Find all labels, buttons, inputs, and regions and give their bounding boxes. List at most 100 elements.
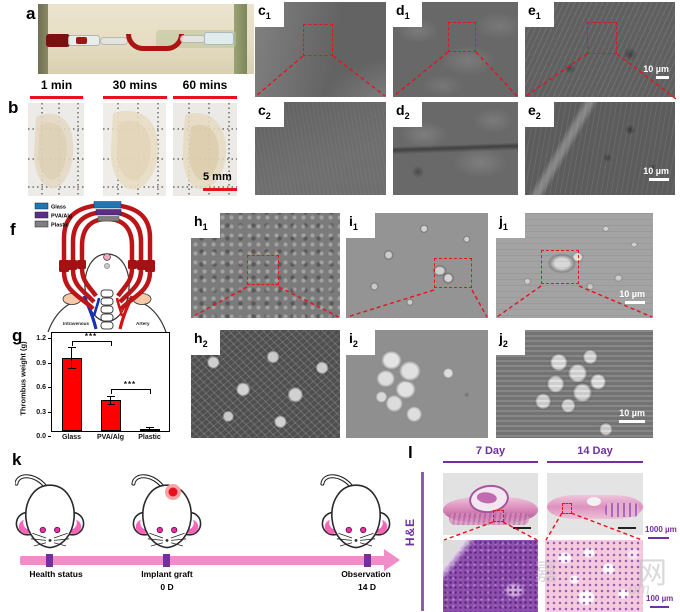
mice-timeline-art: [15, 462, 415, 554]
mouse-health-status: [16, 476, 83, 547]
legend-swatch-pva-alg: [34, 211, 49, 219]
scale-bar-line: [619, 420, 645, 423]
y-tick-label: 0.6: [36, 384, 46, 391]
x-category-label: Plastic: [138, 434, 161, 441]
y-tick-mark: [48, 411, 51, 413]
x-category-label: PVA/Alg: [96, 434, 125, 441]
scale-bar-100um: [650, 606, 669, 608]
muscle-layer: [449, 513, 529, 525]
rat-spine: [100, 289, 114, 330]
y-tick-label: 0.3: [36, 408, 46, 416]
gel-photo-30mins: [103, 103, 166, 196]
scale-bar-j1: 10 µm: [605, 289, 645, 304]
panel-label-h1: h1: [191, 213, 220, 238]
cell-infiltrate: [605, 503, 639, 517]
scale-label-100um: 100 µm: [646, 594, 674, 603]
scale-bar-line: [625, 301, 645, 304]
roi-box-i1: [434, 258, 472, 288]
event-title-implant-graft: Implant graft: [141, 569, 193, 579]
panel-label-d2: d2: [393, 102, 422, 127]
row-label-he: H&E: [403, 517, 417, 547]
row-divider-line: [421, 472, 424, 611]
timepoint-60mins: 60 mins: [182, 78, 228, 92]
sem-panel-h1: h1: [191, 213, 340, 318]
scale-bar-j2: 10 µm: [605, 408, 645, 423]
y-tick-label: 1.2: [36, 335, 46, 342]
roi-box-14day: [562, 503, 572, 514]
label-intravenous: Intravenous: [63, 321, 89, 326]
material-legend: Glass PVA/Alg Plastic: [34, 202, 72, 229]
significance-bracket-leg: [110, 341, 112, 347]
panel-label-c2: c2: [255, 102, 284, 127]
sem-panel-h2: h2: [191, 330, 340, 438]
legend-label-plastic: Plastic: [51, 223, 69, 229]
label-artery: Artery: [136, 321, 150, 326]
timeline-arrow: [20, 556, 386, 565]
timeline-marker-3: [364, 554, 371, 567]
scale-bar-label-5mm: 5 mm: [203, 171, 232, 183]
header-underline-14day: [547, 461, 643, 463]
scale-bar-e2: 10 µm: [629, 166, 669, 181]
scale-bar-line: [649, 178, 669, 181]
mouse-observation: [322, 476, 389, 547]
scale-label-1000um: 1000 µm: [645, 525, 677, 534]
roi-box-d1: [448, 22, 476, 52]
timeline-arrowhead: [384, 549, 400, 571]
panel-label-g: g: [12, 326, 23, 345]
scale-bar-line: [656, 76, 669, 79]
y-tick-mark: [48, 387, 51, 388]
panel-label-c1: c1: [255, 2, 284, 27]
image-scale-bar: [513, 527, 531, 529]
panel-label-l: l: [408, 443, 413, 462]
event-title-observation: Observation: [341, 569, 391, 579]
error-bar-cap: [67, 346, 76, 348]
significance-bracket-leg: [149, 388, 151, 394]
gel-photo-1min: [28, 103, 84, 196]
significance-label: ***: [84, 332, 98, 342]
histology-7day-overview: [443, 473, 538, 535]
photo-blood-circuit: [38, 4, 254, 74]
blood-filled-u-tube: [126, 34, 184, 51]
significance-bracket-leg: [110, 388, 112, 394]
blood-in-connector: [76, 37, 87, 44]
graft-lumen: [476, 491, 498, 505]
watermark-glyph-left: 嘉: [534, 559, 558, 586]
legend-label-pva-alg: PVA/Alg: [51, 214, 72, 220]
event-title-health-status: Health status: [29, 569, 83, 579]
watermark-latin: om: [628, 578, 650, 598]
sem-panel-i1: i1: [346, 213, 488, 318]
panel-label-i2: i2: [346, 330, 375, 355]
rat-nose: [103, 253, 111, 261]
roi-box-c1: [303, 24, 333, 56]
thrombus-weight-chart: Thrombus weight (g) 0.0 0.3 0.6 0.9 1.2 Glas…: [19, 326, 177, 450]
panel-label-f: f: [10, 220, 16, 239]
panel-label-d1: d1: [393, 2, 422, 27]
watermark-glyph-right: 网: [637, 557, 667, 590]
tissue-void: [587, 497, 601, 506]
chart-plot-area: Glass PVA/Alg Plastic *** ***: [51, 332, 170, 441]
sem-panel-d2: d2: [393, 102, 518, 195]
underline-60mins: [173, 96, 237, 99]
implant-spot-inner: [168, 487, 178, 497]
error-bar: [110, 395, 111, 405]
legend-swatch-plastic: [34, 220, 49, 228]
y-tick-label: 0.0: [36, 433, 46, 440]
panel-label-e1: e1: [525, 2, 554, 27]
error-bar-cap: [106, 404, 115, 406]
stand-post-left: [38, 4, 48, 74]
column-header-14day: 14 Day: [577, 445, 613, 457]
roi-box-e1: [587, 22, 617, 54]
pva-alg-segment: [95, 209, 122, 216]
rat-circuit-diagram: Glass PVA/Alg Plastic Intravenous Artery: [34, 201, 167, 332]
sem-panel-c2: c2: [255, 102, 386, 195]
column-header-7day: 7 Day: [475, 445, 506, 457]
significance-bracket: [110, 388, 150, 390]
scale-bar-e1: 10 µm: [629, 64, 669, 79]
y-axis-label: Thrombus weight (g): [18, 341, 28, 416]
sem-panel-j2: j2 10 µm: [496, 330, 653, 438]
roi-box-h1: [247, 255, 279, 285]
sem-panel-e1: e1 10 µm: [525, 2, 675, 97]
timepoint-30mins: 30 mins: [112, 78, 158, 92]
underline-30mins: [103, 96, 167, 99]
